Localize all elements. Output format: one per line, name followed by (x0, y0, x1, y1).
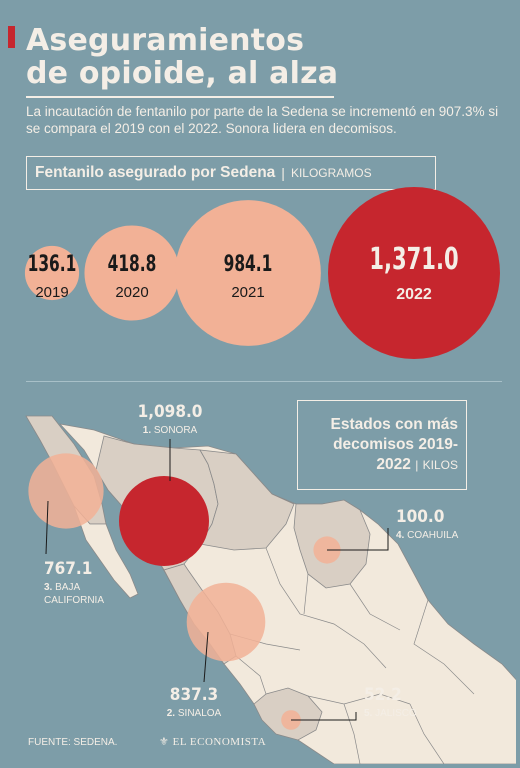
bubbles-layer (24, 187, 500, 730)
header-separator: | (281, 165, 285, 181)
state-rank: 4. (396, 530, 407, 541)
year-bubble-2021 (175, 200, 321, 346)
state-name: SONORA (154, 425, 198, 436)
accent-bar (8, 26, 15, 48)
year-value-label: 984.1 (224, 251, 273, 277)
map-title-year: 2022 (376, 456, 411, 473)
state-name-label: 4. COAHUILA (396, 530, 459, 541)
bubble-chart-title: Fentanilo asegurado por Sedena (35, 164, 276, 181)
state-name: COAHUILA (407, 530, 458, 541)
state-name-label: 1. SONORA (143, 425, 198, 436)
map-unit: KILOS (422, 458, 458, 472)
state-rank: 3. (44, 582, 55, 593)
chart-canvas: 136.1 2019 418.8 2020 984.1 2021 1,371.0 2022 1,… (24, 187, 516, 764)
map-title-line-3: 2022 | KILOS (331, 455, 458, 475)
state-rank: 5. (364, 708, 375, 719)
state-name-label: 3. BAJA (44, 582, 80, 593)
title-line-1: Aseguramientos (26, 23, 305, 58)
brand-logo: ⚜ EL ECONOMISTA (159, 736, 267, 748)
state-value-label: 767.1 (44, 559, 92, 579)
map-title-separator: | (415, 458, 419, 472)
state-value-label: 1,098.0 (138, 402, 203, 422)
state-bubble-sinaloa (186, 582, 266, 662)
map-title-line-1: Estados con más (330, 416, 459, 433)
page-title: Aseguramientos de opioide, al alza (26, 24, 338, 90)
bubble-chart-header: Fentanilo asegurado por Sedena | KILOGRA… (26, 156, 436, 190)
state-value-label: 52.2 (364, 685, 402, 705)
state-name: BAJA (55, 582, 80, 593)
state-name-label: CALIFORNIA (44, 595, 104, 606)
year-bubble-2022 (328, 187, 500, 359)
baja-california-sur-land (73, 505, 139, 599)
title-underline (26, 96, 334, 98)
state-name-label: 2. SINALOA (167, 708, 222, 719)
bubble-chart-unit: KILOGRAMOS (290, 166, 372, 180)
state-name-label: 5. JALISCO (364, 708, 417, 719)
subtitle: La incautación de fentanilo por parte de… (26, 104, 499, 136)
source-note: FUENTE: SEDENA. (28, 737, 118, 748)
year-value-label: 1,371.0 (369, 242, 458, 277)
leader-line (203, 631, 209, 683)
year-label: 2022 (396, 286, 432, 303)
leader-line (45, 500, 49, 555)
state-name: SINALOA (178, 708, 222, 719)
leader-line (327, 528, 389, 551)
year-label: 2020 (115, 284, 148, 301)
year-bubble-2020 (84, 225, 180, 321)
state-rank: 2. (167, 708, 178, 719)
leaders-layer (45, 439, 389, 721)
year-value-label: 136.1 (28, 251, 77, 277)
title-line-2: de opioide, al alza (26, 56, 339, 91)
year-value-label: 418.8 (108, 251, 157, 277)
state-bubble-baja-california (28, 453, 104, 529)
state-bubble-sonora (119, 476, 209, 566)
labels-layer: 136.1 2019 418.8 2020 984.1 2021 1,371.0 2022 1,… (28, 242, 459, 719)
state-value-label: 100.0 (396, 507, 444, 527)
chihuahua-land (199, 449, 295, 551)
state-borders (229, 547, 475, 764)
state-name: CALIFORNIA (44, 595, 104, 606)
brand-name: EL ECONOMISTA (172, 736, 267, 748)
state-name: JALISCO (375, 708, 417, 719)
map-title-line-2: decomisos 2019- (333, 436, 458, 453)
infographic: Aseguramientos de opioide, al alza La in… (4, 4, 516, 764)
map-header: Estados con más decomisos 2019- 2022 | K… (297, 400, 467, 490)
map-title: Estados con más decomisos 2019- 2022 | K… (331, 415, 459, 475)
year-bubble-2019 (24, 245, 80, 301)
state-rank: 1. (143, 425, 154, 436)
section-divider (26, 381, 502, 382)
year-label: 2019 (35, 284, 68, 301)
state-value-label: 837.3 (170, 685, 218, 705)
year-label: 2021 (231, 284, 264, 301)
leader-line (291, 712, 357, 721)
